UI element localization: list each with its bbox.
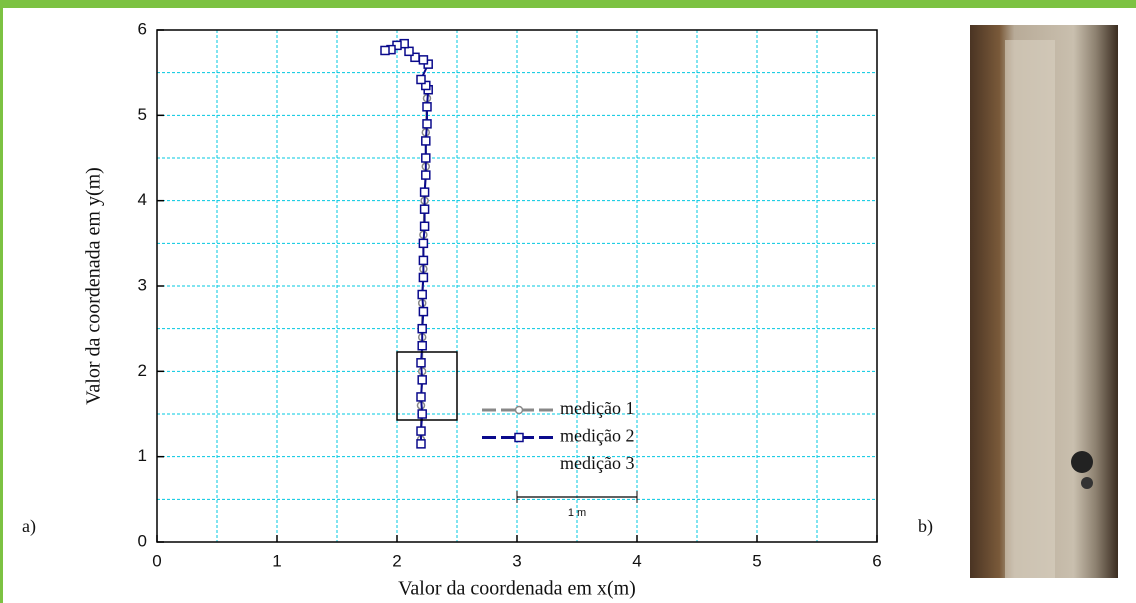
x-axis-label: Valor da coordenada em x(m) <box>398 578 636 600</box>
marker <box>417 359 425 367</box>
marker <box>419 273 427 281</box>
marker <box>405 47 413 55</box>
marker <box>419 56 427 64</box>
x-tick-label: 5 <box>752 551 761 570</box>
x-tick-label: 1 <box>272 551 281 570</box>
legend-label: medição 1 <box>560 398 634 418</box>
y-tick-label: 3 <box>138 275 147 294</box>
photo-sensor <box>1071 451 1093 473</box>
marker <box>422 137 430 145</box>
y-tick-label: 6 <box>138 19 147 38</box>
plot: 0 1 2 3 4 5 6 0 1 2 3 4 5 6 medição 1 medição 2 medição … <box>138 19 882 570</box>
marker <box>422 154 430 162</box>
scale-bar-label: 1 m <box>568 507 586 519</box>
panel-label: a) <box>22 516 36 537</box>
x-tick-label: 6 <box>872 551 881 570</box>
marker <box>421 222 429 230</box>
panel-label: b) <box>918 516 933 537</box>
x-tick-label: 0 <box>152 551 161 570</box>
marker <box>418 410 426 418</box>
marker <box>423 120 431 128</box>
legend-label: medição 2 <box>560 426 634 446</box>
marker <box>516 407 523 414</box>
y-tick-label: 1 <box>138 446 147 465</box>
marker <box>417 75 425 83</box>
photo <box>970 25 1118 578</box>
photo-sensor <box>1081 477 1093 489</box>
marker <box>417 440 425 448</box>
marker <box>417 427 425 435</box>
y-axis-label: Valor da coordenada em y(m) <box>83 167 105 405</box>
marker <box>421 188 429 196</box>
marker <box>419 256 427 264</box>
marker <box>515 434 523 442</box>
marker <box>418 325 426 333</box>
marker <box>422 171 430 179</box>
marker <box>417 393 425 401</box>
y-tick-label: 2 <box>138 361 147 380</box>
y-tick-label: 0 <box>138 531 147 550</box>
marker <box>419 239 427 247</box>
x-tick-label: 2 <box>392 551 401 570</box>
frame-top <box>0 0 1136 8</box>
marker <box>418 291 426 299</box>
marker <box>418 342 426 350</box>
y-tick-label: 5 <box>138 105 147 124</box>
x-tick-label: 3 <box>512 551 521 570</box>
marker <box>419 308 427 316</box>
frame-left <box>0 0 3 603</box>
marker <box>423 103 431 111</box>
marker <box>421 205 429 213</box>
figure: 0 1 2 3 4 5 6 0 1 2 3 4 5 6 medição 1 medição 2 medição … <box>0 0 1136 603</box>
marker <box>381 46 389 54</box>
x-tick-label: 4 <box>632 551 641 570</box>
marker <box>418 376 426 384</box>
photo-pillar <box>1005 40 1055 578</box>
legend-label: medição 3 <box>560 453 634 473</box>
zoom-box <box>397 352 457 420</box>
y-tick-label: 4 <box>138 190 147 209</box>
